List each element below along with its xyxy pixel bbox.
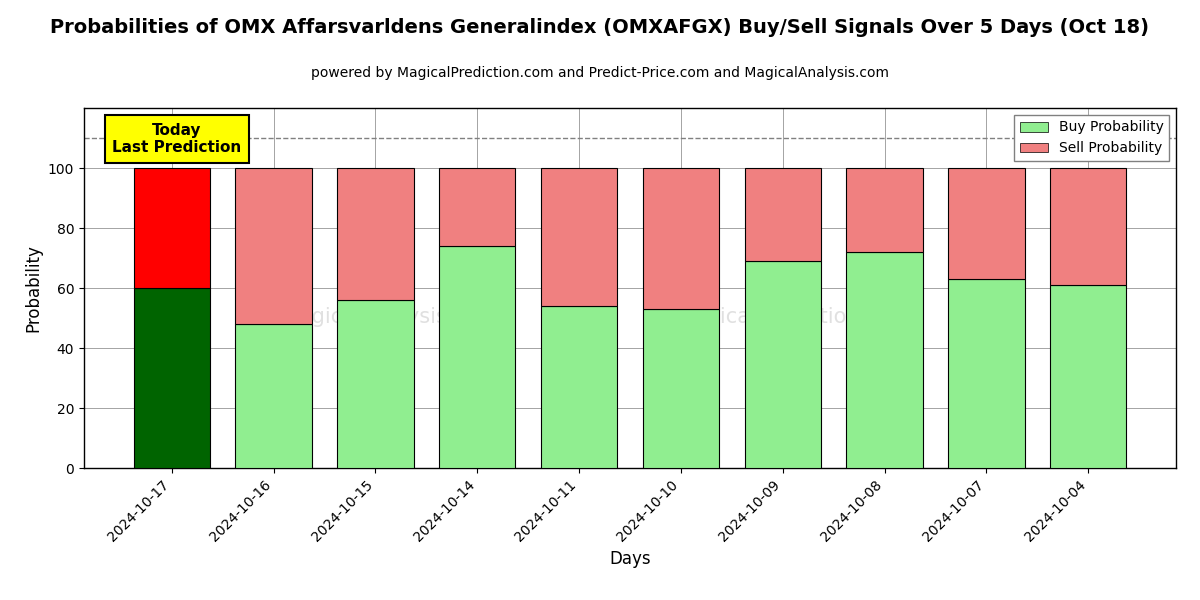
Bar <box>541 306 617 468</box>
Bar <box>948 168 1025 279</box>
Bar <box>337 168 414 300</box>
Text: MagicalPrediction.com: MagicalPrediction.com <box>677 307 911 327</box>
Y-axis label: Probability: Probability <box>24 244 42 332</box>
Bar <box>1050 168 1127 285</box>
Bar <box>643 309 719 468</box>
Bar <box>541 168 617 306</box>
Bar <box>744 168 821 261</box>
Legend: Buy Probability, Sell Probability: Buy Probability, Sell Probability <box>1014 115 1169 161</box>
Bar <box>1050 285 1127 468</box>
Bar <box>337 300 414 468</box>
Bar <box>439 168 516 246</box>
Bar <box>235 168 312 324</box>
X-axis label: Days: Days <box>610 550 650 568</box>
Bar <box>133 288 210 468</box>
Bar <box>133 168 210 288</box>
Bar <box>643 168 719 309</box>
Bar <box>846 168 923 252</box>
Text: MagicalAnalysis.com: MagicalAnalysis.com <box>281 307 498 327</box>
Bar <box>846 252 923 468</box>
Bar <box>948 279 1025 468</box>
Bar <box>744 261 821 468</box>
Bar <box>439 246 516 468</box>
Bar <box>235 324 312 468</box>
Text: Today
Last Prediction: Today Last Prediction <box>113 123 241 155</box>
Text: Probabilities of OMX Affarsvarldens Generalindex (OMXAFGX) Buy/Sell Signals Over: Probabilities of OMX Affarsvarldens Gene… <box>50 18 1150 37</box>
Text: powered by MagicalPrediction.com and Predict-Price.com and MagicalAnalysis.com: powered by MagicalPrediction.com and Pre… <box>311 66 889 80</box>
